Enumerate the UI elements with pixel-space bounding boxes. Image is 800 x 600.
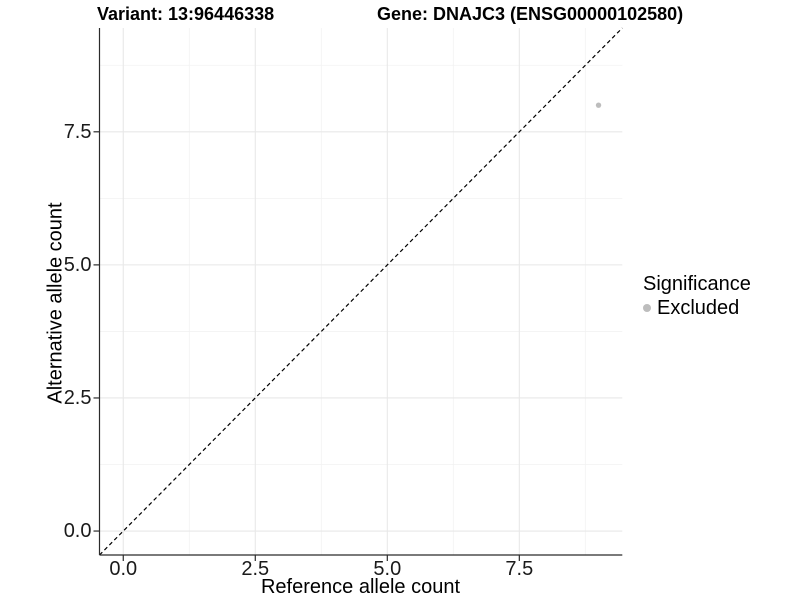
x-tick-label: 7.5: [505, 558, 534, 580]
legend-entry-label: Excluded: [657, 296, 740, 319]
y-tick-label: 7.5: [63, 120, 92, 143]
y-tick-label: 2.5: [63, 386, 92, 409]
y-tick-label: 5.0: [63, 253, 92, 276]
y-axis-title: Alternative allele count: [44, 202, 67, 404]
identity-line: [99, 27, 623, 556]
data-point: [595, 102, 602, 108]
x-tick-label: 5.0: [373, 558, 402, 580]
x-tick-label: 2.5: [241, 558, 270, 580]
x-tick-label: 0.0: [109, 558, 138, 580]
legend-key-dot-icon: [643, 304, 651, 312]
y-tick-label: 0.0: [63, 520, 92, 543]
legend-title: Significance: [643, 273, 751, 295]
x-axis-title: Reference allele count: [260, 576, 460, 598]
variant-title: Variant: 13:96446338: [97, 4, 275, 24]
legend: Significance Excluded: [643, 272, 751, 320]
legend-entry-excluded: Excluded: [643, 296, 751, 320]
gene-title: Gene: DNAJC3 (ENSG00000102580): [377, 4, 684, 24]
